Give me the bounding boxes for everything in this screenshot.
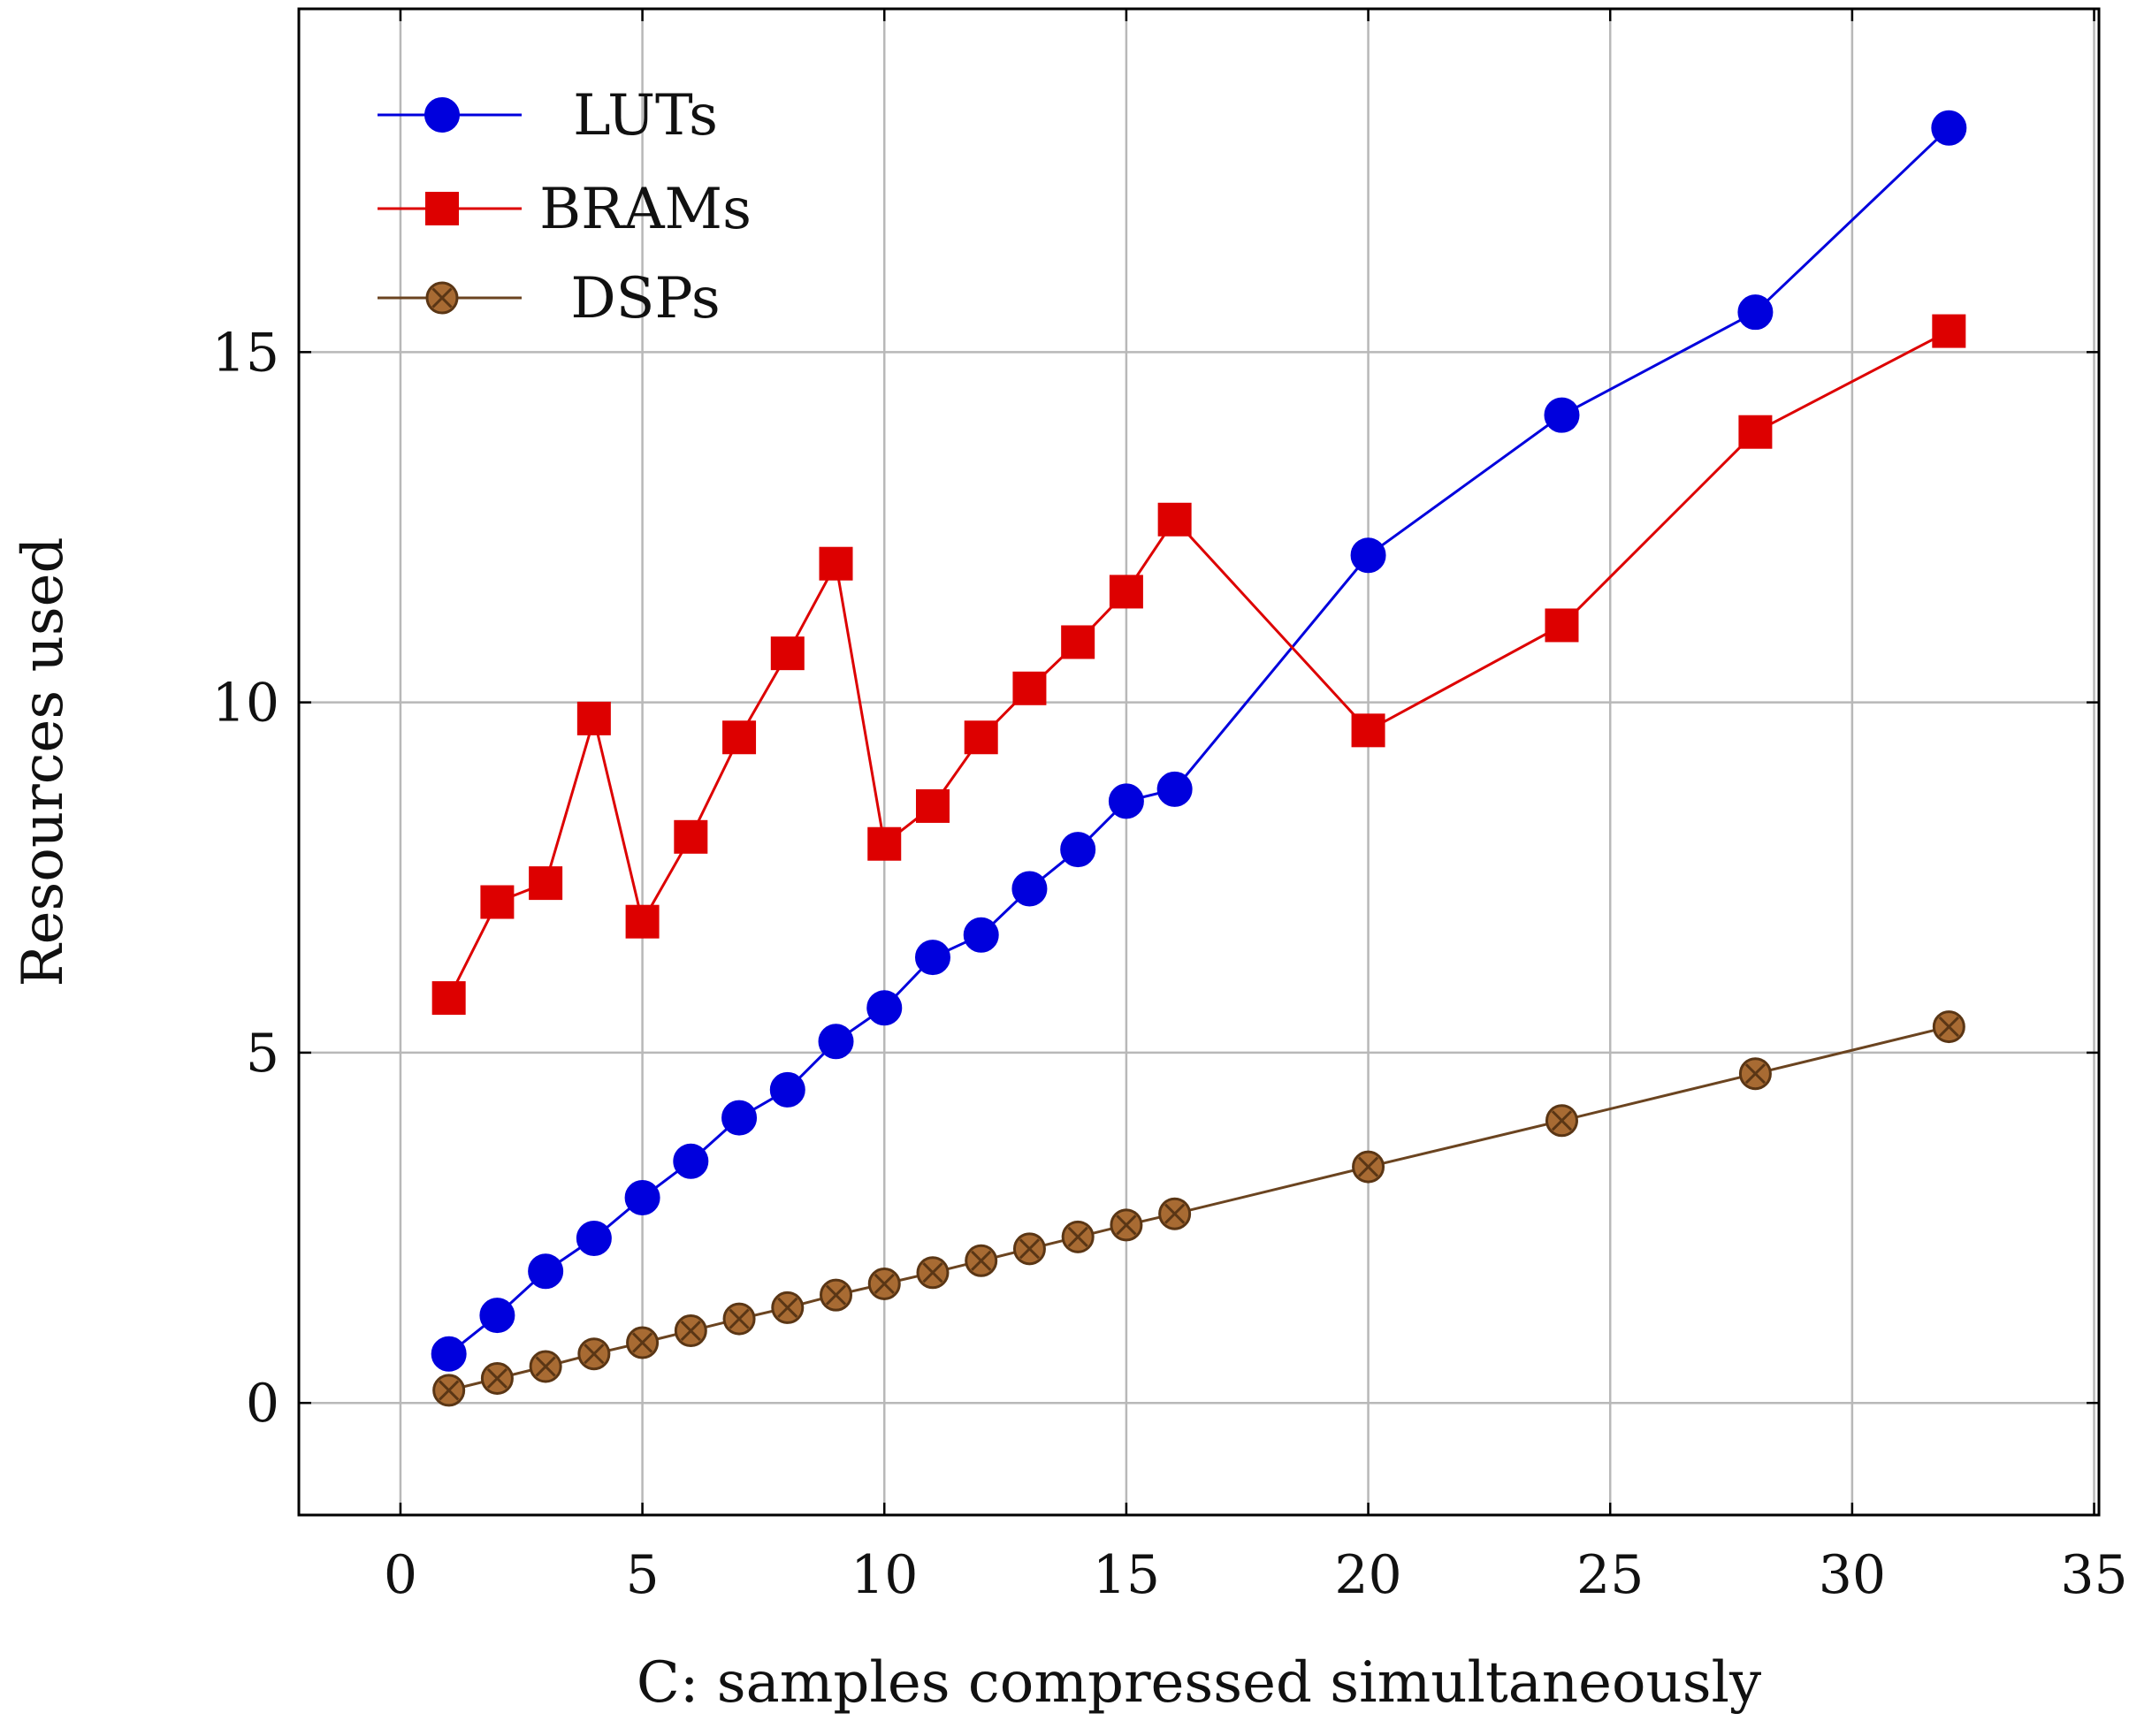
legend-item-brams: BRAMs (378, 177, 752, 242)
data-point-luts (1931, 110, 1967, 146)
data-point-brams (964, 720, 998, 755)
data-point-dsps (480, 1361, 514, 1395)
data-point-brams (770, 636, 805, 671)
data-point-brams (1738, 415, 1773, 449)
legend-item-dsps: DSPs (378, 266, 721, 331)
data-point-dsps (626, 1326, 660, 1359)
series-dsps (432, 1010, 1965, 1407)
x-tick-label: 10 (851, 1544, 918, 1606)
legend-marker-brams (425, 192, 459, 225)
data-point-luts (769, 1071, 805, 1108)
data-point-dsps (1012, 1232, 1046, 1266)
x-tick-label: 15 (1093, 1544, 1160, 1606)
data-point-dsps (1061, 1220, 1095, 1253)
data-point-brams (480, 885, 515, 919)
y-axis-label: Resources used (11, 537, 76, 986)
data-point-dsps (965, 1244, 998, 1277)
data-point-dsps (577, 1337, 611, 1371)
data-point-luts (721, 1100, 758, 1136)
x-tick-label: 0 (384, 1544, 417, 1606)
data-point-brams (1351, 713, 1385, 748)
data-point-brams (1932, 314, 1966, 348)
data-point-dsps (1110, 1208, 1143, 1242)
data-point-luts (1737, 294, 1774, 331)
x-tick-label: 30 (1819, 1544, 1886, 1606)
data-point-luts (624, 1179, 660, 1215)
data-point-dsps (1738, 1057, 1772, 1091)
data-point-luts (1108, 783, 1144, 819)
data-point-dsps (1932, 1010, 1965, 1044)
data-point-luts (963, 917, 999, 953)
data-point-brams (1545, 608, 1579, 643)
data-point-dsps (1158, 1197, 1192, 1230)
legend-label-brams: BRAMs (539, 177, 752, 242)
data-point-brams (674, 819, 708, 854)
legend-label-luts: LUTs (573, 83, 718, 148)
data-point-luts (528, 1253, 564, 1290)
x-tick-label: 35 (2060, 1544, 2127, 1606)
y-tick-label: 15 (212, 322, 279, 384)
y-tick-label: 0 (246, 1373, 279, 1435)
data-point-luts (479, 1298, 515, 1334)
legend-marker-luts (424, 97, 460, 133)
data-point-dsps (722, 1302, 756, 1336)
x-axis-label: C: samples compressed simultaneously (637, 1650, 1761, 1716)
data-point-luts (818, 1024, 854, 1060)
y-tick-label: 10 (212, 673, 279, 735)
series-luts (431, 110, 1967, 1372)
data-point-dsps (916, 1256, 950, 1290)
plot-frame (297, 7, 2101, 1517)
data-point-luts (914, 940, 950, 976)
data-point-dsps (771, 1291, 805, 1324)
grid-lines (299, 9, 2099, 1515)
data-point-brams (1012, 671, 1047, 705)
axis-ticks: 0 5 10 15 20 25 30 35 0 5 10 15 (212, 9, 2128, 1606)
data-point-brams (576, 701, 611, 735)
data-point-brams (867, 826, 902, 861)
data-point-brams (1109, 575, 1143, 609)
legend-label-dsps: DSPs (570, 266, 720, 331)
data-point-luts (1060, 832, 1096, 868)
data-point-dsps (867, 1267, 901, 1300)
data-point-dsps (1352, 1150, 1385, 1184)
data-point-luts (1011, 871, 1048, 907)
data-point-luts (1350, 537, 1386, 574)
data-point-brams (915, 788, 950, 823)
series-brams (431, 314, 1966, 1016)
data-point-brams (819, 546, 853, 581)
data-point-dsps (820, 1278, 853, 1312)
data-point-brams (431, 981, 466, 1016)
data-point-luts (673, 1143, 709, 1179)
series-layer (431, 110, 1967, 1407)
data-point-luts (1156, 771, 1193, 807)
x-tick-label: 20 (1334, 1544, 1401, 1606)
data-point-dsps (674, 1314, 707, 1348)
y-tick-label: 5 (246, 1023, 279, 1085)
data-point-dsps (432, 1374, 466, 1407)
legend-marker-dsps (425, 281, 459, 315)
x-tick-label: 5 (625, 1544, 659, 1606)
data-point-luts (1544, 397, 1580, 433)
data-point-dsps (529, 1350, 562, 1383)
data-point-brams (1061, 625, 1095, 659)
data-point-luts (866, 990, 903, 1026)
data-point-dsps (1545, 1104, 1578, 1138)
data-point-luts (576, 1220, 612, 1256)
data-point-brams (722, 720, 757, 755)
x-tick-label: 25 (1576, 1544, 1644, 1606)
legend: LUTs BRAMs DSPs (378, 83, 752, 331)
data-point-brams (529, 866, 563, 901)
series-line-brams (447, 330, 1950, 999)
data-point-brams (1157, 502, 1192, 537)
legend-item-luts: LUTs (378, 83, 718, 148)
data-point-brams (625, 904, 660, 939)
data-point-luts (431, 1336, 467, 1372)
